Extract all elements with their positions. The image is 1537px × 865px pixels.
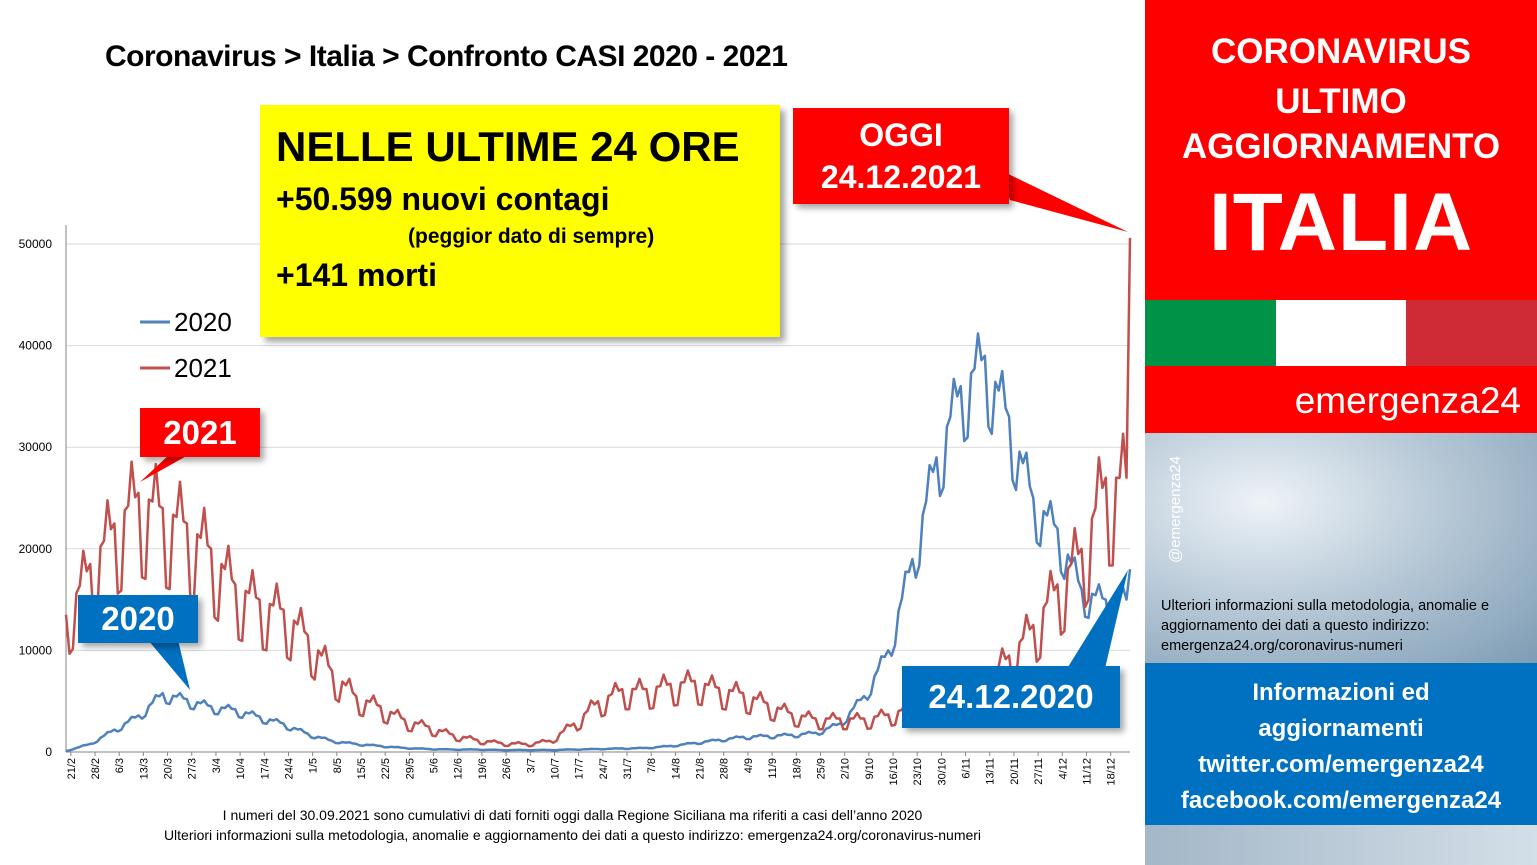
x-tick-label-35: 23/10	[912, 758, 924, 786]
y-tick-label-0: 0	[45, 745, 52, 759]
x-tick-label-38: 13/11	[985, 758, 997, 785]
x-tick-label-26: 21/8	[695, 758, 707, 779]
sidebar-line2: ULTIMO	[1275, 82, 1407, 121]
callout-today-label: OGGI	[859, 117, 943, 153]
callout-today-pointer	[1000, 170, 1128, 232]
x-axis-ticks: 21/2 28/2 6/3 13/3 20/3 27/3 3/4 10/4 17/4 24/4 1/…	[66, 752, 1118, 786]
x-tick-label-12: 15/5	[356, 758, 368, 779]
x-tick-label-22: 24/7	[598, 758, 610, 779]
x-tick-label-4: 20/3	[163, 758, 175, 779]
x-tick-label-1: 28/2	[90, 758, 102, 779]
x-tick-label-34: 16/10	[888, 758, 900, 786]
x-tick-label-25: 14/8	[670, 758, 682, 779]
x-tick-label-7: 10/4	[235, 758, 247, 779]
x-tick-label-28: 4/9	[743, 758, 755, 773]
flag-green-stripe	[1145, 300, 1276, 366]
x-tick-label-3: 13/3	[138, 758, 150, 779]
sidebar-line3: AGGIORNAMENTO	[1181, 127, 1501, 166]
x-tick-label-27: 28/8	[719, 758, 731, 779]
callout-today: OGGI 24.12.2021	[793, 108, 1009, 204]
x-tick-label-31: 25/9	[815, 758, 827, 779]
x-tick-label-18: 26/6	[501, 758, 513, 779]
y-tick-label-1: 10000	[19, 643, 53, 657]
x-tick-label-9: 24/4	[283, 758, 295, 779]
callout-2020-pointer	[148, 640, 190, 690]
y-tick-label-2: 20000	[19, 542, 53, 556]
legend-label-2021: 2021	[174, 353, 232, 383]
x-tick-label-41: 4/12	[1057, 758, 1069, 779]
x-tick-label-11: 8/5	[332, 758, 344, 773]
info-panel: @emergenza24 Ulteriori informazioni sull…	[1145, 433, 1537, 663]
facebook-link[interactable]: facebook.com/emergenza24	[1180, 787, 1502, 814]
callout-date-2020: 24.12.2020	[902, 666, 1120, 728]
highlight-deaths: +141 morti	[276, 257, 437, 293]
x-tick-label-14: 29/5	[404, 758, 416, 779]
x-tick-label-24: 7/8	[646, 758, 658, 773]
social-line2: aggiornamenti	[1258, 715, 1424, 742]
twitter-handle: @emergenza24	[1167, 456, 1184, 563]
sidebar-info-text: Ulteriori informazioni sulla metodologia…	[1161, 598, 1490, 654]
callout-date2020-pointer	[1060, 570, 1128, 690]
flag-white-stripe	[1276, 300, 1406, 366]
brand-name: emergenza24	[1294, 380, 1521, 421]
callout-2020: 2020	[78, 595, 198, 643]
x-tick-label-42: 11/12	[1081, 758, 1093, 785]
x-tick-label-0: 21/2	[66, 758, 78, 779]
x-tick-label-10: 1/5	[308, 758, 320, 773]
social-links: Informazioni ed aggiornamenti twitter.co…	[1145, 663, 1537, 825]
sidebar-line1: CORONAVIRUS	[1211, 32, 1471, 71]
footnote-line1: I numeri del 30.09.2021 sono cumulativi …	[222, 807, 923, 823]
legend-label-2020: 2020	[174, 307, 232, 337]
x-tick-label-37: 6/11	[961, 758, 973, 779]
callout-today-date: 24.12.2021	[820, 159, 982, 195]
sidebar-country: ITALIA	[1208, 177, 1474, 268]
callout-2021: 2021	[140, 408, 260, 457]
x-tick-label-16: 12/6	[453, 758, 465, 779]
x-tick-label-20: 10/7	[549, 758, 561, 779]
sidebar-header: CORONAVIRUS ULTIMO AGGIORNAMENTO ITALIA	[1145, 0, 1537, 300]
flag-red-stripe	[1406, 300, 1537, 366]
highlight-note: (peggior dato di sempre)	[408, 225, 655, 248]
footnote-line2: Ulteriori informazioni sulla metodologia…	[163, 827, 982, 843]
x-tick-label-19: 3/7	[525, 758, 537, 773]
x-tick-label-29: 11/9	[767, 758, 779, 779]
highlight-box: NELLE ULTIME 24 ORE +50.599 nuovi contag…	[260, 105, 780, 337]
line-chart: 0 10000 20000 30000 40000 50000 21/2 28/2 6/3 13…	[19, 170, 1132, 786]
x-tick-label-8: 17/4	[259, 758, 271, 779]
x-tick-label-36: 30/10	[936, 758, 948, 786]
social-line1: Informazioni ed	[1252, 679, 1430, 706]
brand-bar: emergenza24	[1145, 366, 1537, 433]
x-tick-label-33: 9/10	[864, 758, 876, 779]
x-tick-label-39: 20/11	[1009, 758, 1021, 785]
y-tick-label-4: 40000	[19, 339, 53, 353]
x-tick-label-32: 2/10	[840, 758, 852, 779]
x-tick-label-5: 27/3	[187, 758, 199, 779]
twitter-link[interactable]: twitter.com/emergenza24	[1198, 751, 1484, 778]
y-tick-label-3: 30000	[19, 440, 53, 454]
x-tick-label-2: 6/3	[114, 758, 126, 773]
y-axis-ticks: 0 10000 20000 30000 40000 50000	[19, 237, 53, 759]
x-tick-label-40: 27/11	[1033, 758, 1045, 785]
x-tick-label-23: 31/7	[622, 758, 634, 779]
highlight-heading: NELLE ULTIME 24 ORE	[276, 123, 740, 170]
x-tick-label-6: 3/4	[211, 758, 223, 773]
x-tick-label-30: 18/9	[791, 758, 803, 779]
footnote: I numeri del 30.09.2021 sono cumulativi …	[0, 805, 1145, 845]
chart-legend: 2020 2021	[140, 307, 232, 383]
x-tick-label-13: 22/5	[380, 758, 392, 779]
x-tick-label-17: 19/6	[477, 758, 489, 779]
sidebar: CORONAVIRUS ULTIMO AGGIORNAMENTO ITALIA …	[1145, 0, 1537, 865]
chart-title: Coronavirus > Italia > Confronto CASI 20…	[105, 40, 788, 73]
series-line-2020	[65, 332, 1132, 753]
x-tick-label-21: 17/7	[574, 758, 586, 779]
x-tick-label-43: 18/12	[1106, 758, 1118, 786]
highlight-new-cases: +50.599 nuovi contagi	[276, 181, 610, 217]
x-tick-label-15: 5/6	[429, 758, 441, 773]
y-tick-label-5: 50000	[19, 237, 53, 251]
sidebar-footer-image	[1145, 825, 1537, 865]
